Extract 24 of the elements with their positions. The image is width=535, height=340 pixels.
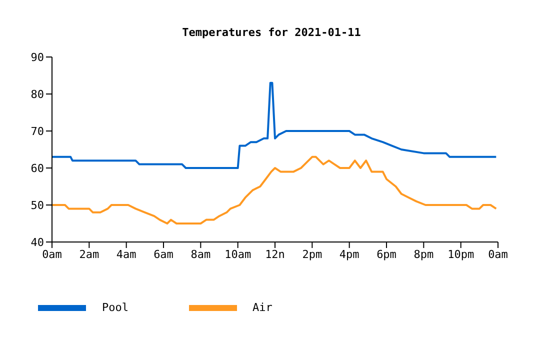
x-tick-label: 0am — [488, 248, 508, 261]
y-tick-label: 40 — [30, 236, 44, 249]
y-tick-label: 60 — [30, 162, 44, 175]
y-tick-label: 70 — [30, 124, 44, 138]
x-tick-label: 4pm — [339, 248, 360, 261]
x-tick-label: 4am — [116, 248, 137, 261]
x-tick-label: 0am — [42, 248, 62, 261]
y-tick-label: 50 — [30, 198, 44, 212]
legend-label: Pool — [102, 301, 128, 314]
y-tick-label: 90 — [30, 50, 44, 64]
chart-title: Temperatures for 2021-01-11 — [181, 26, 362, 39]
x-tick-label: 12n — [265, 248, 285, 261]
y-tick-label: 80 — [30, 88, 44, 101]
x-tick-label: 2pm — [302, 248, 322, 261]
x-tick-label: 10am — [224, 248, 252, 261]
x-tick-label: 8pm — [414, 248, 434, 261]
x-tick-label: 6pm — [376, 248, 397, 261]
x-tick-label: 2am — [79, 248, 100, 261]
x-tick-label: 8am — [190, 248, 211, 261]
x-tick-label: 6am — [154, 248, 174, 261]
x-tick-label: 10pm — [448, 248, 474, 261]
line-series — [52, 156, 498, 224]
legend-label: Air — [252, 301, 272, 314]
line-series — [52, 82, 498, 169]
